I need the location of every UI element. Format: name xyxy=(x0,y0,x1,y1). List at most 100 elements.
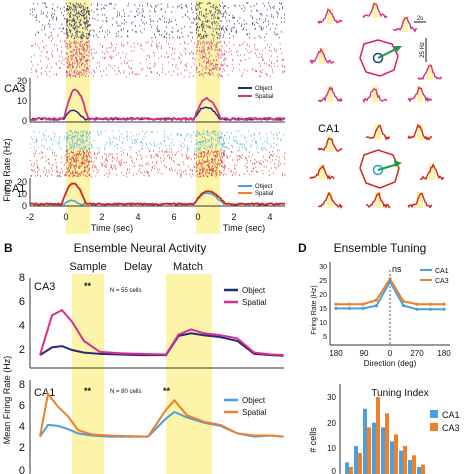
b-ca3-spatial-line xyxy=(39,308,284,357)
b-ca3-significance: ** xyxy=(84,281,92,291)
ca1-mini-curve-1 xyxy=(365,124,391,141)
panel-d-label: D xyxy=(298,241,307,255)
ca3-mini-curve-1-window xyxy=(372,2,378,18)
d-y-ticks: 5 10 15 20 25 30 xyxy=(319,264,327,341)
hist-bar-ca3-7 xyxy=(412,455,416,474)
ca1-mini-curve-3-window xyxy=(319,164,325,180)
d-xtick-180b: 180 xyxy=(437,349,451,358)
a-ca1-ytick-10: 10 xyxy=(17,189,27,199)
ca1-mini-curve-1-trace xyxy=(365,124,391,141)
b-ca3-legend-object: Object xyxy=(242,286,266,295)
a-ca1-spatial-psth xyxy=(29,182,286,206)
hist-legend-ca1: CA1 xyxy=(442,410,460,420)
ca1-octagon xyxy=(359,149,400,189)
ca1-mini-curve-2-window xyxy=(417,124,423,140)
d-ytick-30: 30 xyxy=(319,264,327,271)
d-xtick-180a: 180 xyxy=(329,349,343,358)
b-epoch-match: Match xyxy=(173,261,203,273)
a-xtick-m2: -2 xyxy=(26,212,34,222)
ca3-mini-curve-6-trace xyxy=(362,87,388,104)
ca1-mini-curve-4-trace xyxy=(419,163,445,181)
b-ca1-label: CA1 xyxy=(34,387,55,399)
c-ca1-label: CA1 xyxy=(318,123,339,135)
a-xtick-2: 2 xyxy=(99,212,104,222)
b-ca1-legend-spatial: Spatial xyxy=(242,408,267,417)
panel-b-label: B xyxy=(4,241,13,255)
ca3-mini-curve-4-trace xyxy=(417,64,443,81)
d-legend-ca1: CA1 xyxy=(435,268,449,275)
ca3-mini-curve-5-window xyxy=(327,86,333,102)
ca1-mini-curve-1-window xyxy=(375,124,381,140)
d-xtick-90: 90 xyxy=(360,349,369,358)
raster-ca1-object-ticks xyxy=(29,130,285,152)
b-ca1-significance-match: ** xyxy=(163,386,171,396)
d-ca1-point-5 xyxy=(401,304,406,308)
ca3-mini-curve-0 xyxy=(317,8,343,25)
a-xtick-2b: 2 xyxy=(231,212,236,222)
scale-label-time: 2s xyxy=(417,16,423,22)
a-ca1-ytick-20: 20 xyxy=(17,177,27,187)
d-x-ticks: 180 90 0 270 180 xyxy=(329,349,451,358)
ca1-mini-curve-0-window xyxy=(327,136,333,152)
ca1-mini-curve-5 xyxy=(317,191,343,209)
raster-ca1-object xyxy=(29,130,285,152)
b-ca1-ytick-8: 8 xyxy=(19,379,25,391)
hist-bar-ca3-6 xyxy=(403,446,407,474)
d-xlabel: Direction (deg) xyxy=(364,359,417,368)
ca3-mini-curve-1 xyxy=(362,2,388,19)
a-xtick-6: 6 xyxy=(171,212,176,222)
d-title: Ensemble Tuning xyxy=(334,241,427,255)
b-ca3-y-ticks: 2 4 6 8 xyxy=(19,272,25,356)
d-ca3-point-0 xyxy=(334,302,338,306)
d-ca1-point-4 xyxy=(388,280,392,284)
ca3-mini-curve-2 xyxy=(392,16,418,33)
hist-bar-ca3-4 xyxy=(385,413,389,474)
a-ca3-spatial-psth xyxy=(29,88,286,122)
a-ylabel: Firing Rate (Hz) xyxy=(2,138,12,202)
ca1-origin-marker xyxy=(372,164,384,176)
a-xtick-4b: 4 xyxy=(267,212,272,222)
d-xtick-0: 0 xyxy=(388,349,393,358)
ca3-mini-curve-7-trace xyxy=(407,85,433,103)
hist-ytick-30: 30 xyxy=(327,393,336,402)
raster-ca3-object xyxy=(29,2,286,40)
ca3-mini-curve-7-window xyxy=(417,86,423,102)
d-ca3-point-5 xyxy=(401,299,406,303)
hist-bar-ca3-2 xyxy=(367,427,371,474)
ca1-mini-curve-0 xyxy=(317,136,343,153)
b-ca1-ytick-2: 2 xyxy=(19,442,25,454)
b-ca3-n-cells: N = 55 cells xyxy=(110,288,142,294)
a-xlabel-right: Time (sec) xyxy=(223,223,265,233)
ca1-mini-curve-2-trace xyxy=(407,123,433,141)
spike-rasters xyxy=(29,2,286,178)
d-ca1-point-3 xyxy=(374,304,379,308)
ca1-mini-curve-5-trace xyxy=(317,191,343,209)
a-ca3-ytick-20: 20 xyxy=(17,76,27,86)
b-ca1-y-ticks: 0 2 4 6 8 xyxy=(19,379,25,474)
ca3-mini-curve-0-window xyxy=(327,8,333,24)
b-ca1-significance-sample: ** xyxy=(84,386,92,396)
hist-ytick-0: 0 xyxy=(332,467,337,474)
a-xtick-4: 4 xyxy=(135,212,140,222)
ca1-mini-curve-7 xyxy=(407,192,433,209)
a-ca1-label: CA1 xyxy=(4,183,25,195)
hist-bar-ca1-7 xyxy=(408,460,412,474)
b-ca3-ytick-4: 4 xyxy=(19,320,25,332)
b-ca3-legend-spatial: Spatial xyxy=(242,298,267,307)
hist-title: Tuning Index xyxy=(371,388,428,399)
mini-tuning-curves xyxy=(309,2,445,209)
ca3-mini-curve-7 xyxy=(407,85,433,103)
b-epoch-sample: Sample xyxy=(69,261,106,273)
ca3-mini-curve-4-window xyxy=(427,64,433,80)
panel-a: 0 10 20 CA3 Object Spatial Firing Rate (… xyxy=(2,0,286,234)
hist-bar-ca1-1 xyxy=(354,446,358,474)
d-ca3-point-7 xyxy=(428,302,433,306)
hist-bar-ca3-0 xyxy=(349,467,353,474)
b-ylabel: Mean Firing Rate (Hz) xyxy=(2,356,12,445)
hist-bar-ca3-1 xyxy=(358,453,362,474)
ca3-mini-curve-2-window xyxy=(402,16,408,32)
ca1-mini-curve-6-trace xyxy=(365,191,391,209)
d-ca1-point-8 xyxy=(442,307,446,311)
d-ca1-point-6 xyxy=(415,307,419,311)
